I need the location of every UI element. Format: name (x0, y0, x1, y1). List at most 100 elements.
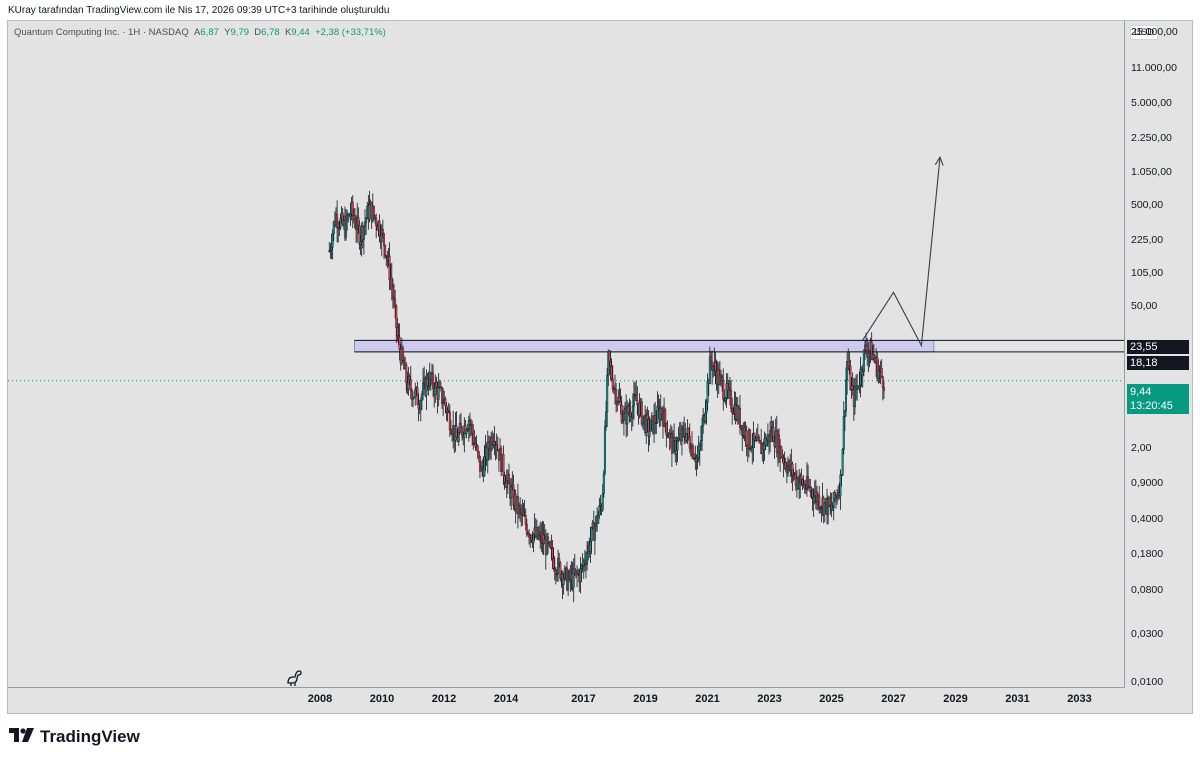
price-tick-12: 0,4000 (1131, 513, 1164, 526)
time-axis[interactable]: 2008 2010 2012 2014 2017 2019 2021 2023 2025 2027… (8, 687, 1124, 713)
price-tick-2: 5.000,00 (1131, 97, 1172, 109)
candle-body-288 (649, 419, 652, 432)
candle-body-159 (505, 480, 508, 488)
candle-body-433 (811, 490, 814, 498)
candle-body-21 (351, 201, 354, 216)
candle-body-379 (751, 447, 754, 450)
candle-body-61 (396, 327, 399, 336)
symbol-legend: Quantum Computing Inc. · 1H · NASDAQ A6,… (14, 27, 386, 38)
candle-body-19 (349, 213, 352, 217)
candle-body-249 (606, 374, 609, 413)
time-tick-2012: 2012 (431, 693, 457, 705)
candle-body-7 (336, 214, 339, 228)
candle-body-355 (724, 398, 727, 401)
candle-body-333 (699, 440, 702, 446)
candle-body-435 (813, 495, 816, 503)
candle-body-337 (704, 412, 707, 422)
candle-body-23 (353, 219, 356, 228)
candle-body-58 (393, 297, 396, 300)
candle-body-392 (765, 439, 768, 446)
candle-body-10 (339, 218, 342, 228)
candle-body-260 (618, 397, 621, 402)
candle-body-241 (597, 515, 600, 524)
candle-body-201 (552, 558, 555, 570)
candle-body-95 (434, 382, 437, 396)
price-tick-0: 25.000,00 (1131, 26, 1178, 38)
candle-body-229 (583, 560, 586, 564)
candle-body-272 (631, 405, 634, 419)
time-tick-2010: 2010 (369, 693, 395, 705)
candle-body-421 (798, 482, 801, 489)
price-tick-5: 500,00 (1131, 198, 1164, 211)
candle-body-339 (706, 380, 709, 403)
candle-body-313 (677, 437, 680, 441)
time-tick-2031: 2031 (1005, 693, 1030, 705)
candle-body-42 (375, 217, 378, 227)
candle-body-219 (572, 568, 575, 588)
candle-body-484 (868, 350, 871, 354)
candle-body-96 (435, 382, 438, 388)
candle-body-448 (828, 497, 831, 506)
time-tick-2025: 2025 (819, 693, 844, 705)
candle-body-176 (524, 515, 527, 525)
candle-body-426 (803, 484, 806, 489)
candle-body-41 (374, 215, 377, 219)
candle-body-206 (558, 558, 561, 564)
candle-body-247 (603, 426, 606, 474)
price-tick-4: 1.050,00 (1131, 165, 1172, 178)
price-tick-11: 0,9000 (1131, 477, 1164, 490)
candle-body-77 (414, 389, 417, 398)
candle-body-409 (784, 462, 787, 470)
candle-body-118 (459, 423, 462, 428)
candle-body-33 (365, 218, 368, 223)
candle-body-318 (683, 429, 686, 437)
price-chart-svg[interactable] (8, 21, 1124, 687)
time-tick-2033: 2033 (1067, 693, 1092, 705)
candle-body-183 (532, 534, 535, 544)
candle-body-98 (437, 387, 440, 400)
candle-body-126 (468, 420, 471, 425)
tradingview-logo[interactable]: TradingView (9, 727, 140, 747)
candle-body-488 (872, 354, 875, 359)
candle-body-31 (362, 226, 365, 240)
candle-body-66 (401, 347, 404, 361)
candle-body-360 (730, 389, 733, 409)
candle-body-278 (638, 402, 641, 416)
candle-body-492 (877, 371, 880, 379)
resistance-zone (354, 339, 935, 353)
time-tick-2021: 2021 (695, 693, 720, 705)
candle-body-82 (419, 400, 422, 411)
candle-body-151 (496, 448, 499, 451)
candle-body-295 (657, 405, 660, 409)
candle-body-444 (823, 502, 826, 515)
currency-label[interactable]: USD (1130, 25, 1159, 40)
candle-body-50 (384, 245, 387, 256)
chart-frame[interactable]: Quantum Computing Inc. · 1H · NASDAQ A6,… (7, 20, 1193, 714)
candle-body-171 (519, 505, 522, 510)
candle-body-48 (381, 229, 384, 234)
price-tick-13: 0,1800 (1131, 548, 1164, 561)
price-tick-7: 105,00 (1131, 267, 1164, 280)
candle-body-483 (867, 352, 870, 358)
candle-body-109 (449, 429, 452, 434)
projection-path (862, 157, 941, 348)
candle-body-73 (409, 379, 412, 391)
candle-body-198 (549, 542, 552, 548)
candle-body-351 (720, 374, 723, 378)
candle-body-36 (368, 204, 371, 220)
candle-body-298 (660, 407, 663, 415)
candle-body-245 (601, 493, 604, 511)
candle-body-302 (665, 423, 668, 436)
candle-body-62 (397, 335, 400, 338)
candle-body-276 (636, 400, 639, 405)
candle-body-479 (862, 349, 865, 372)
candle-body-398 (772, 427, 775, 443)
candle-body-346 (714, 362, 717, 372)
candle-body-57 (391, 286, 394, 299)
candle-body-128 (471, 424, 474, 434)
candle-body-32 (364, 222, 367, 227)
candle-body-331 (697, 450, 700, 459)
chart-pane[interactable]: Quantum Computing Inc. · 1H · NASDAQ A6,… (8, 21, 1125, 688)
candle-body-326 (692, 445, 695, 459)
price-scale[interactable]: USD 25.000,00 11.000,00 5.000,00 2.250,00 1.… (1124, 21, 1194, 688)
